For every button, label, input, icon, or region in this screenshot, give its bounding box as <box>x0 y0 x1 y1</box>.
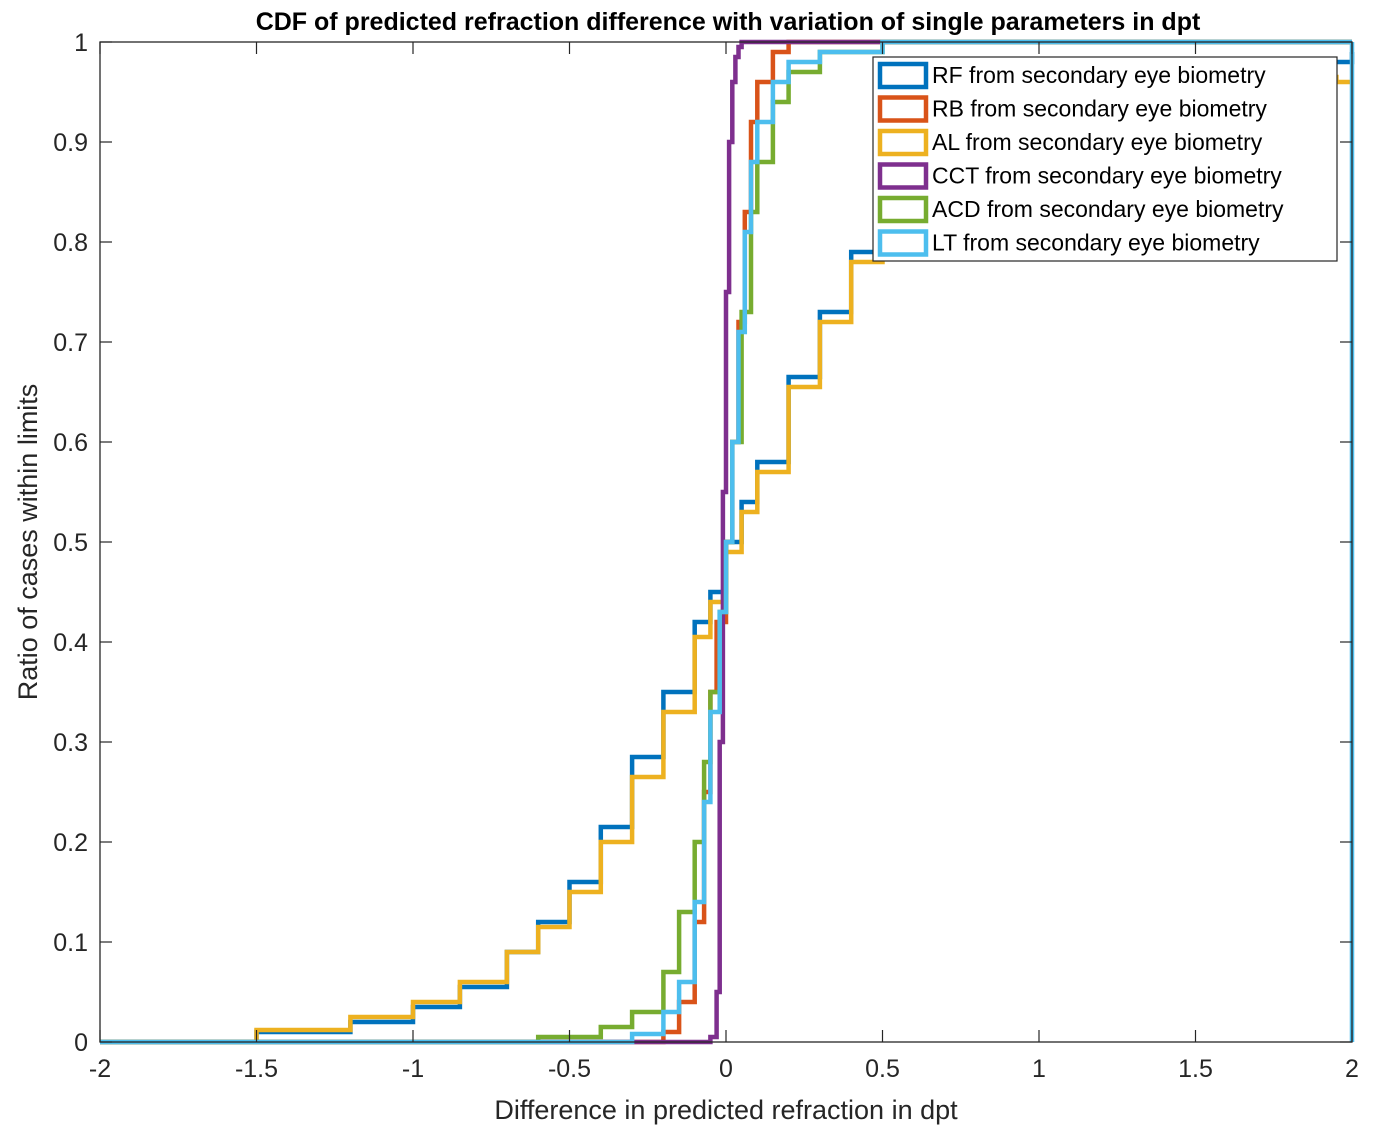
legend[interactable]: RF from secondary eye biometry RB from se… <box>872 56 1338 262</box>
chart-title: CDF of predicted refraction difference w… <box>256 8 1201 36</box>
tick-labels: -2 -1.5 -1 -0.5 0 0.5 1 1.5 2 0 0.1 0.2 0.3 0.4 0.5 0.6… <box>53 29 1359 1083</box>
y-tick-label: 0.5 <box>53 529 88 557</box>
legend-swatch <box>877 229 929 257</box>
y-axis-label: Ratio of cases within limits <box>13 384 43 701</box>
x-tick-label: 1 <box>1032 1055 1046 1083</box>
legend-swatch <box>877 95 929 123</box>
series-group <box>100 39 1355 1045</box>
x-tick-label: -0.5 <box>548 1055 591 1083</box>
legend-label: CCT from secondary eye biometry <box>932 163 1282 189</box>
legend-label: RF from secondary eye biometry <box>932 62 1266 88</box>
y-tick-label: 0.8 <box>53 229 88 257</box>
x-axis-label: Difference in predicted refraction in dp… <box>494 1095 958 1125</box>
legend-label: ACD from secondary eye biometry <box>932 196 1284 222</box>
y-tick-label: 0.3 <box>53 729 88 757</box>
y-tick-label: 0.9 <box>53 129 88 157</box>
x-tick-label: 2 <box>1345 1055 1359 1083</box>
legend-label: AL from secondary eye biometry <box>932 129 1263 155</box>
legend-swatch <box>877 195 929 224</box>
y-tick-label: 0.4 <box>53 629 88 657</box>
series-line-6 <box>100 39 1352 1045</box>
legend-box <box>872 56 1338 262</box>
x-tick-label: -1 <box>402 1055 424 1083</box>
x-tick-label: 0.5 <box>865 1055 900 1083</box>
x-tick-label: -1.5 <box>235 1055 278 1083</box>
x-tick-label: 0 <box>719 1055 733 1083</box>
x-tick-label: -2 <box>89 1055 111 1083</box>
legend-label: LT from secondary eye biometry <box>932 230 1260 256</box>
series-line-4 <box>100 39 1352 1045</box>
legend-label: RB from secondary eye biometry <box>932 96 1267 122</box>
x-tick-label: 1.5 <box>1178 1055 1213 1083</box>
y-tick-label: 0 <box>74 1029 88 1057</box>
legend-swatch <box>877 162 929 190</box>
legend-swatch <box>877 61 929 90</box>
y-tick-label: 0.2 <box>53 829 88 857</box>
y-tick-label: 0.7 <box>53 329 88 357</box>
y-tick-label: 0.1 <box>53 929 88 957</box>
legend-swatch <box>877 128 929 157</box>
y-tick-label: 0.6 <box>53 429 88 457</box>
y-tick-label: 1 <box>74 29 88 57</box>
